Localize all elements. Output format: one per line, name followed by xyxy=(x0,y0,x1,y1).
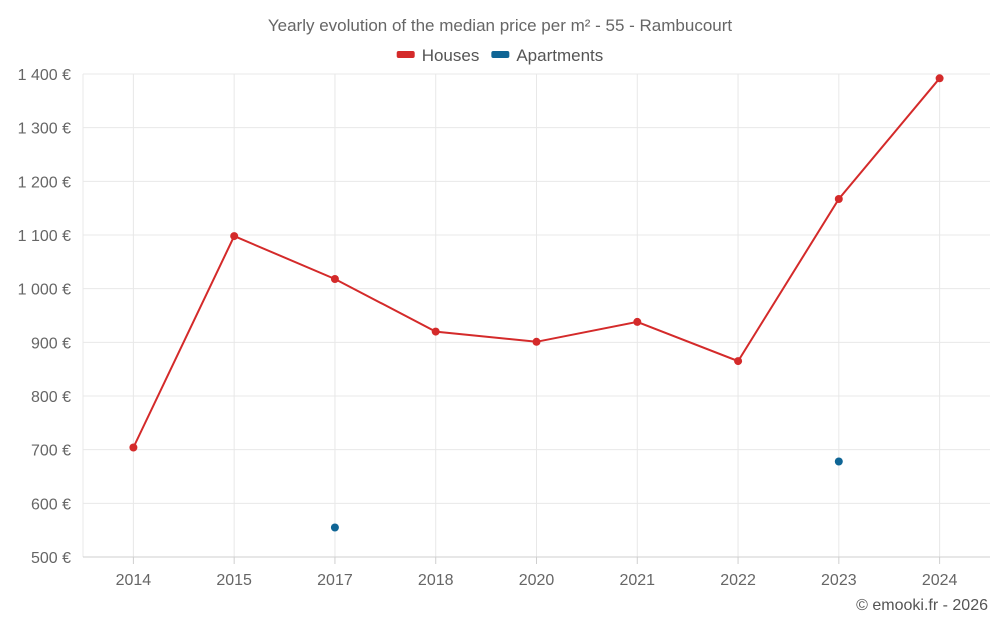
x-tick-label: 2022 xyxy=(720,572,756,589)
y-tick-label: 1 300 € xyxy=(18,121,71,138)
data-point-houses[interactable] xyxy=(935,74,944,83)
x-tick-label: 2017 xyxy=(317,572,353,589)
x-tick-label: 2024 xyxy=(922,572,958,589)
data-point-houses[interactable] xyxy=(834,195,843,203)
legend-label: Houses xyxy=(422,46,480,65)
series xyxy=(129,74,944,532)
legend-label: Apartments xyxy=(516,46,603,65)
y-tick-label: 900 € xyxy=(31,335,71,352)
legend: Houses Apartments xyxy=(396,46,603,65)
grid xyxy=(82,73,990,558)
y-tick-label: 1 200 € xyxy=(18,174,71,191)
data-point-houses[interactable] xyxy=(532,337,541,346)
y-tick-label: 500 € xyxy=(31,550,71,567)
y-axis: 500 € 600 € 700 € 800 € 900 € 1 000 € 1 100 € 1… xyxy=(18,67,71,567)
x-tick-label: 2015 xyxy=(216,572,252,589)
y-tick-label: 600 € xyxy=(31,496,71,513)
x-axis: 2014 2015 2017 2018 2020 2021 2022 2023 2024 xyxy=(116,557,958,589)
y-tick-label: 1 400 € xyxy=(18,67,71,84)
x-tick-label: 2014 xyxy=(116,572,152,589)
legend-swatch xyxy=(491,51,510,58)
credit-text: © emooki.fr - 2026 xyxy=(856,597,988,614)
data-point-apartments[interactable] xyxy=(834,457,843,466)
data-point-houses[interactable] xyxy=(431,327,440,336)
data-point-houses[interactable] xyxy=(330,275,339,283)
chart-title: Yearly evolution of the median price per… xyxy=(268,16,733,35)
y-tick-label: 800 € xyxy=(31,389,71,406)
data-point-houses[interactable] xyxy=(230,232,239,241)
data-point-houses[interactable] xyxy=(129,443,138,452)
y-tick-label: 700 € xyxy=(31,443,71,460)
legend-item-apartments[interactable]: Apartments xyxy=(491,46,603,65)
data-point-houses[interactable] xyxy=(734,357,743,366)
x-tick-label: 2018 xyxy=(418,572,454,589)
legend-swatch xyxy=(396,51,415,58)
y-tick-label: 1 000 € xyxy=(18,282,71,299)
x-tick-label: 2020 xyxy=(519,572,555,589)
data-point-apartments[interactable] xyxy=(330,523,339,532)
x-tick-label: 2021 xyxy=(619,572,655,589)
y-tick-label: 1 100 € xyxy=(18,228,71,245)
legend-item-houses[interactable]: Houses xyxy=(396,46,480,65)
x-tick-label: 2023 xyxy=(821,572,857,589)
data-point-houses[interactable] xyxy=(633,317,642,326)
